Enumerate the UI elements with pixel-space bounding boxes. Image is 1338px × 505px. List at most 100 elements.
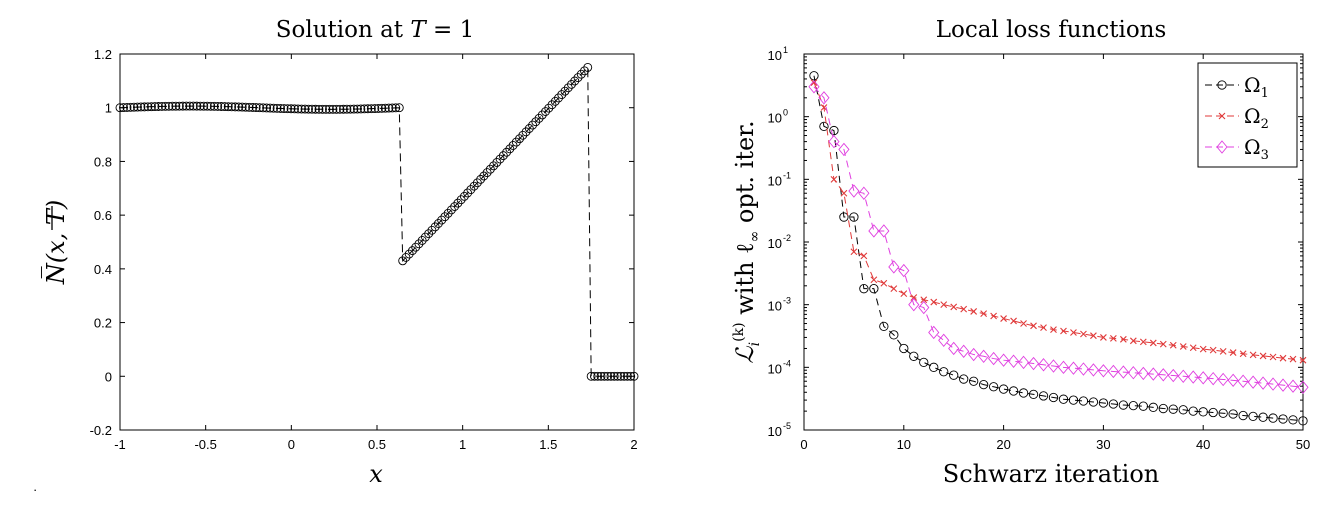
left-data-point (586, 371, 596, 381)
left-data-point (417, 235, 427, 245)
cross-marker (1169, 341, 1177, 349)
right-y-tick-label: 10 (768, 48, 782, 63)
left-data-point (325, 104, 334, 114)
diamond-marker (868, 224, 880, 238)
diamond-marker (818, 91, 830, 105)
circle-marker (978, 379, 989, 390)
diamond-marker (978, 349, 990, 364)
circle-marker (1068, 395, 1079, 405)
diamond-marker (958, 344, 970, 359)
left-data-point (192, 101, 202, 111)
left-data-point (619, 371, 629, 381)
left-data-point (508, 141, 518, 150)
left-data-point (366, 104, 376, 114)
left-data-point (603, 371, 613, 381)
diamond-marker (1097, 364, 1109, 378)
left-data-point (202, 101, 212, 111)
left-data-point (321, 104, 331, 114)
left-data-point (606, 371, 616, 381)
circle-marker (889, 330, 899, 340)
left-data-point (220, 102, 230, 112)
circle-marker (1208, 407, 1218, 418)
left-data-point (459, 191, 469, 201)
cross-marker (850, 248, 858, 256)
cross-marker (1279, 354, 1287, 362)
left-data-point (304, 104, 313, 114)
left-data-point (290, 104, 299, 114)
right-x-tick-label: 20 (996, 437, 1010, 452)
left-data-point (511, 137, 521, 147)
circle-marker (859, 284, 869, 294)
cross-marker (1040, 324, 1047, 332)
left-y-tick-label: 0.2 (94, 316, 112, 331)
left-data-point (450, 202, 460, 211)
diamond-marker (948, 341, 960, 356)
legend-label-base: Ω (1244, 135, 1261, 159)
diamond-marker (898, 263, 910, 278)
left-data-point (430, 222, 440, 232)
left-data-point (126, 102, 135, 112)
left-data-point (283, 104, 293, 114)
cross-marker (1218, 112, 1226, 120)
left-data-point (279, 104, 289, 114)
left-data-point (387, 103, 397, 113)
left-data-point (492, 157, 502, 167)
left-data-point (213, 101, 223, 111)
diamond-marker (1167, 368, 1179, 383)
cross-marker (1299, 356, 1307, 364)
left-data-point (171, 101, 181, 111)
left-data-point (616, 371, 626, 381)
legend-entry: Ω1 (1205, 73, 1269, 101)
diamond-marker (1297, 380, 1309, 395)
left-data-point (328, 104, 338, 114)
diamond-marker (858, 186, 870, 200)
left-data-point (576, 69, 586, 79)
left-data-point (433, 219, 443, 228)
left-data-point (609, 371, 619, 381)
left-data-point (342, 104, 352, 114)
left-data-point (391, 103, 401, 113)
cross-marker (880, 279, 888, 287)
circle-marker (1128, 400, 1138, 411)
diamond-marker (1287, 379, 1299, 393)
cross-marker (990, 312, 998, 320)
diamond-marker (888, 260, 900, 274)
circle-marker (1018, 388, 1029, 398)
circle-marker (1228, 409, 1238, 419)
circle-marker (839, 212, 849, 222)
left-data-point (223, 102, 233, 112)
left-data-point (307, 104, 317, 114)
left-data-point (363, 104, 373, 114)
diamond-marker (988, 351, 1000, 366)
diamond-marker (1027, 356, 1040, 371)
left-y-tick-label: -0.2 (90, 423, 112, 438)
left-data-point (129, 102, 139, 112)
left-data-point (596, 371, 606, 381)
right-y-tick-exponent: -5 (783, 421, 791, 431)
left-data-point (573, 73, 583, 83)
circle-marker (929, 362, 939, 372)
left-data-point (195, 101, 205, 111)
left-data-point (570, 76, 580, 86)
right-y-tick-label: 10 (768, 424, 782, 439)
left-data-point (590, 371, 599, 381)
circle-marker (988, 382, 999, 392)
left-data-point (437, 215, 447, 225)
left-title-rest: = 1 (426, 17, 475, 43)
circle-marker (869, 284, 879, 294)
diamond-marker (1197, 371, 1209, 385)
left-data-point (629, 371, 639, 381)
right-y-tick-label: 10 (768, 236, 782, 251)
circle-marker (1038, 391, 1049, 401)
legend-entry: Ω2 (1205, 104, 1269, 132)
cross-marker (1090, 332, 1097, 340)
left-x-tick-label: 1.5 (539, 437, 557, 452)
diamond-marker (1117, 365, 1129, 379)
right-series-line (813, 86, 1304, 388)
left-data-point (560, 86, 570, 96)
right-y-tick-exponent: 0 (783, 108, 788, 118)
left-data-point (622, 371, 632, 381)
cross-marker (1129, 337, 1137, 345)
cross-marker (1259, 352, 1267, 360)
